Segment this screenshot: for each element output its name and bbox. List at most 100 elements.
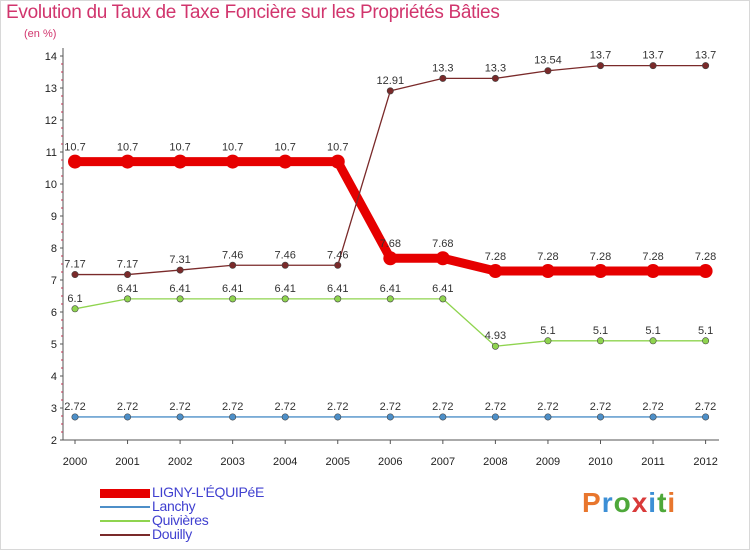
data-label: 13.3	[485, 62, 506, 74]
x-tick-label: 2010	[588, 456, 612, 468]
data-label: 5.1	[540, 325, 555, 337]
data-label: 7.46	[327, 249, 348, 261]
data-point	[281, 295, 289, 303]
y-tick-label: 10	[45, 179, 57, 191]
data-label: 13.7	[590, 50, 611, 62]
data-label: 6.41	[274, 283, 295, 295]
data-point	[439, 413, 447, 421]
data-label: 10.7	[274, 142, 295, 154]
data-label: 2.72	[117, 401, 138, 413]
data-point	[281, 413, 289, 421]
data-point	[229, 261, 237, 269]
data-label: 2.72	[642, 401, 663, 413]
legend-label: Lanchy	[152, 498, 196, 514]
data-point	[281, 261, 289, 269]
data-point	[439, 74, 447, 82]
y-tick-label: 3	[51, 403, 57, 415]
data-point	[124, 271, 132, 279]
data-label: 4.93	[485, 330, 506, 342]
data-label: 7.28	[590, 251, 611, 263]
data-point	[330, 154, 345, 169]
x-tick-label: 2007	[431, 456, 455, 468]
data-point	[173, 154, 188, 169]
data-label: 2.72	[222, 401, 243, 413]
y-tick-label: 14	[45, 51, 57, 63]
data-label: 2.72	[274, 401, 295, 413]
legend-swatch	[100, 488, 150, 498]
x-tick-label: 2009	[536, 456, 560, 468]
data-label: 2.72	[432, 401, 453, 413]
data-point	[71, 305, 79, 313]
legend-label: Douilly	[152, 526, 192, 542]
data-point	[225, 154, 240, 169]
data-point	[229, 295, 237, 303]
data-label: 13.7	[695, 50, 716, 62]
data-label: 7.17	[117, 259, 138, 271]
data-label: 10.7	[117, 142, 138, 154]
x-tick-label: 2008	[483, 456, 507, 468]
data-label: 7.46	[274, 249, 295, 261]
legend-swatch	[100, 534, 150, 536]
data-point	[278, 154, 293, 169]
data-point	[702, 413, 710, 421]
data-point	[649, 62, 657, 70]
data-label: 5.1	[698, 325, 713, 337]
x-tick-label: 2000	[63, 456, 87, 468]
data-label: 7.28	[537, 251, 558, 263]
data-point	[124, 295, 132, 303]
data-point	[439, 295, 447, 303]
data-point	[334, 413, 342, 421]
data-point	[488, 264, 503, 279]
x-tick-label: 2002	[168, 456, 192, 468]
data-label: 7.68	[380, 238, 401, 250]
data-label: 2.72	[537, 401, 558, 413]
data-label: 6.41	[117, 283, 138, 295]
data-label: 2.72	[590, 401, 611, 413]
data-point	[334, 295, 342, 303]
data-point	[386, 295, 394, 303]
y-tick-label: 11	[46, 147, 57, 159]
data-point	[71, 271, 79, 279]
data-label: 13.3	[432, 62, 453, 74]
data-point	[491, 342, 499, 350]
data-point	[596, 413, 604, 421]
data-point	[698, 264, 713, 279]
data-point	[702, 337, 710, 345]
logo-letter: o	[613, 487, 632, 518]
y-tick-label: 4	[51, 371, 57, 383]
x-tick-label: 2005	[326, 456, 350, 468]
data-label: 13.54	[534, 55, 562, 67]
data-point	[491, 413, 499, 421]
data-point	[491, 74, 499, 82]
x-tick-label: 2006	[378, 456, 402, 468]
y-tick-label: 12	[45, 115, 57, 127]
data-label: 2.72	[695, 401, 716, 413]
data-label: 7.17	[64, 259, 85, 271]
legend-swatch	[100, 506, 150, 508]
legend-label: LIGNY-L'ÉQUIPéE	[152, 484, 265, 500]
logo-letter: r	[601, 487, 614, 518]
data-label: 5.1	[645, 325, 660, 337]
data-point	[646, 264, 661, 279]
x-tick-label: 2004	[273, 456, 297, 468]
x-tick-label: 2012	[693, 456, 717, 468]
data-label: 6.41	[380, 283, 401, 295]
data-label: 6.41	[222, 283, 243, 295]
series-line	[74, 298, 707, 347]
y-tick-label: 5	[51, 339, 57, 351]
x-tick-label: 2001	[115, 456, 139, 468]
data-point	[596, 62, 604, 70]
data-label: 2.72	[64, 401, 85, 413]
data-label: 6.41	[327, 283, 348, 295]
data-label: 2.72	[485, 401, 506, 413]
data-label: 7.68	[432, 238, 453, 250]
data-point	[124, 413, 132, 421]
data-label: 2.72	[380, 401, 401, 413]
legend-swatch	[100, 520, 150, 522]
data-label: 6.1	[67, 293, 82, 305]
data-label: 6.41	[169, 283, 190, 295]
chart-subtitle: (en %)	[24, 28, 57, 40]
data-label: 5.1	[593, 325, 608, 337]
data-point	[68, 154, 82, 169]
